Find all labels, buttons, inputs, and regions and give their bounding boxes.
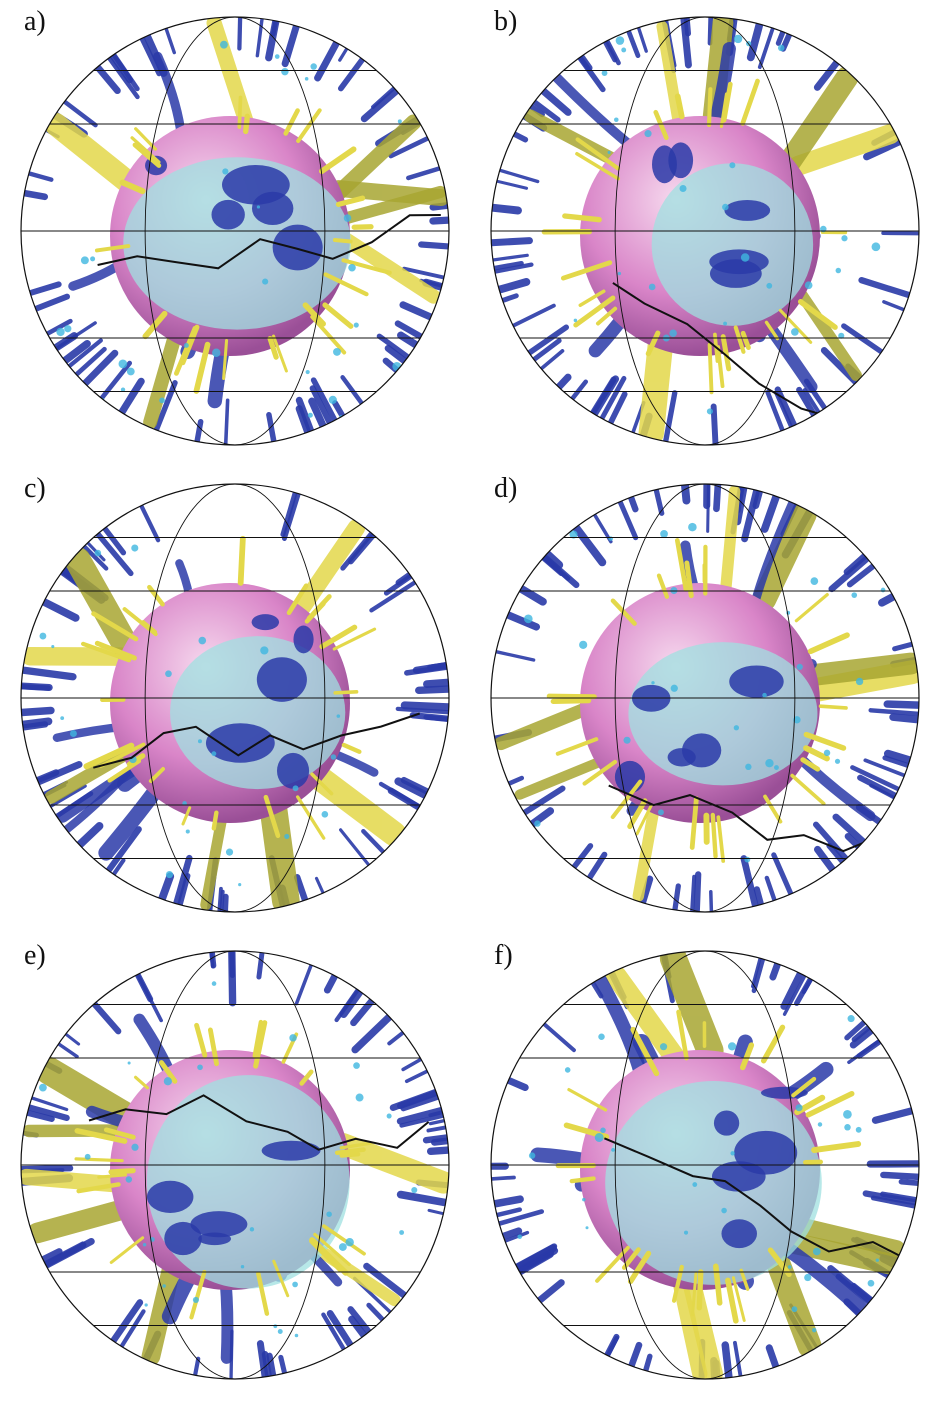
globe-image-d xyxy=(490,483,920,913)
globe-image-b xyxy=(490,16,920,446)
panel-label-a: a) xyxy=(24,6,46,37)
globe-image-a xyxy=(20,16,450,446)
panel-a: a) xyxy=(0,0,470,467)
panel-d: d) xyxy=(470,467,940,934)
panel-label-c: c) xyxy=(24,473,46,504)
globe-image-f xyxy=(490,950,920,1380)
panel-f: f) xyxy=(470,934,940,1401)
panel-b: b) xyxy=(470,0,940,467)
panel-c: c) xyxy=(0,467,470,934)
panel-e: e) xyxy=(0,934,470,1401)
globe-image-e xyxy=(20,950,450,1380)
panel-label-d: d) xyxy=(494,473,518,504)
panel-label-f: f) xyxy=(494,940,513,971)
panel-label-e: e) xyxy=(24,940,46,971)
globe-image-c xyxy=(20,483,450,913)
panel-label-b: b) xyxy=(494,6,518,37)
